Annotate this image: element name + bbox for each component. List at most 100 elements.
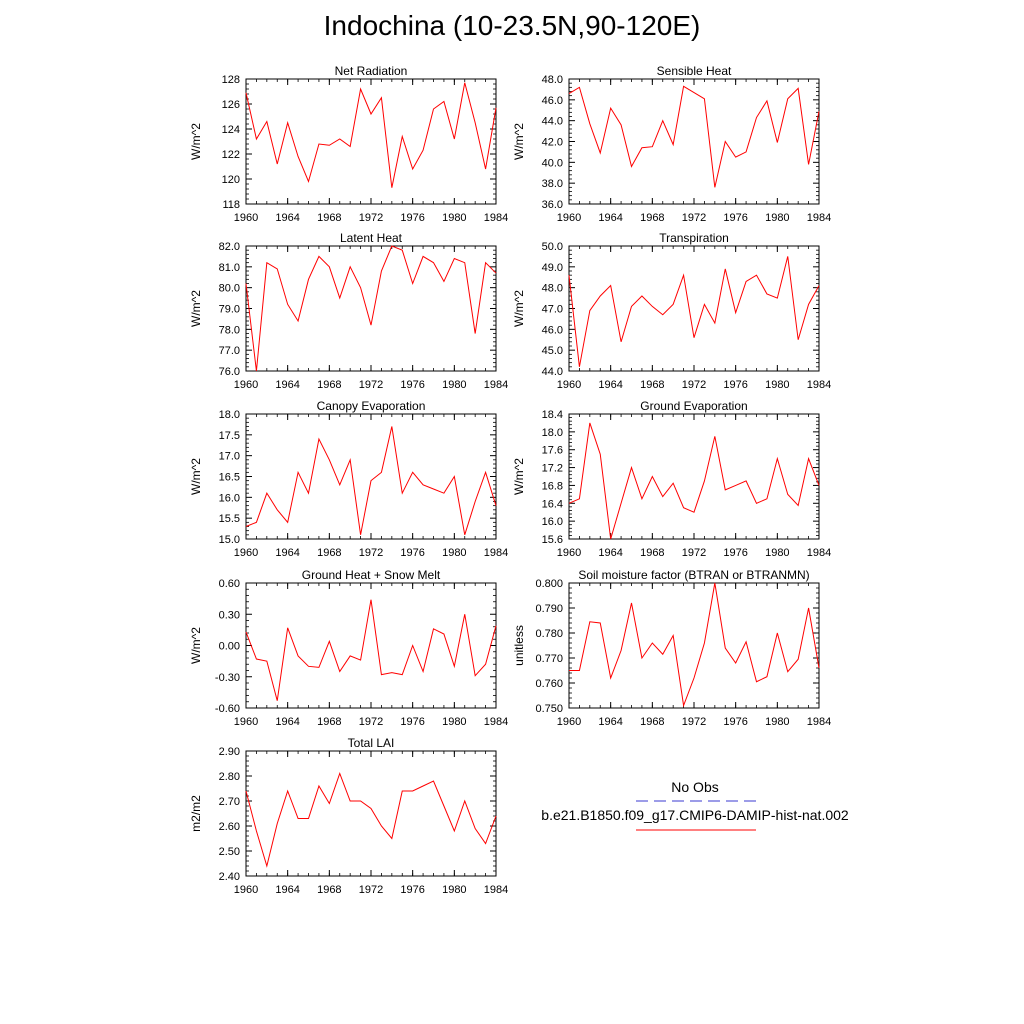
x-tick-label: 1972 — [359, 547, 383, 559]
panel-title: Sensible Heat — [657, 64, 732, 78]
x-tick-label: 1984 — [807, 212, 831, 224]
y-tick-label: 2.70 — [219, 796, 240, 808]
y-tick-label: 15.5 — [219, 513, 240, 525]
x-tick-label: 1968 — [640, 379, 664, 391]
chart-panels: Net Radiation W/m^2 1960 1964 1968 1972 1976 19… — [189, 64, 831, 896]
x-tick-label: 1972 — [682, 212, 706, 224]
x-tick-label: 1968 — [317, 379, 341, 391]
y-tick-label: 76.0 — [219, 366, 240, 378]
y-tick-label: 0.00 — [219, 641, 240, 653]
y-tick-label: 16.8 — [542, 480, 563, 492]
y-axis-label: m2/m2 — [189, 795, 203, 832]
y-tick-label: 0.30 — [219, 609, 240, 621]
x-tick-label: 1972 — [359, 716, 383, 728]
y-tick-label: 120 — [222, 174, 240, 186]
y-tick-label: 47.0 — [542, 304, 563, 316]
x-tick-label: 1984 — [807, 547, 831, 559]
series-line — [569, 582, 820, 708]
x-tick-label: 1984 — [484, 212, 508, 224]
y-tick-label: 2.80 — [219, 771, 240, 783]
y-tick-label: 18.4 — [542, 409, 563, 421]
x-tick-label: 1984 — [484, 547, 508, 559]
x-tick-label: 1984 — [484, 884, 508, 896]
panel-title: Transpiration — [659, 231, 729, 245]
y-tick-label: 79.0 — [219, 304, 240, 316]
x-tick-label: 1984 — [807, 379, 831, 391]
x-tick-label: 1964 — [598, 379, 622, 391]
y-tick-label: 46.0 — [542, 95, 563, 107]
x-tick-label: 1964 — [275, 379, 299, 391]
x-tick-label: 1976 — [400, 547, 424, 559]
y-tick-label: 0.750 — [535, 703, 563, 715]
chart-panel-8: Soil moisture factor (BTRAN or BTRANMN) u… — [512, 568, 831, 728]
x-tick-label: 1964 — [598, 212, 622, 224]
x-tick-label: 1972 — [359, 212, 383, 224]
series-line — [245, 245, 497, 372]
y-tick-label: 44.0 — [542, 366, 563, 378]
chart-panel-1: Net Radiation W/m^2 1960 1964 1968 1972 1976 19… — [189, 64, 508, 224]
y-tick-label: 124 — [222, 124, 240, 136]
y-tick-label: 126 — [222, 99, 240, 111]
y-tick-label: 15.0 — [219, 534, 240, 546]
panel-title: Soil moisture factor (BTRAN or BTRANMN) — [578, 568, 809, 582]
chart-panel-3: Latent Heat W/m^2 1960 1964 1968 1972 1976 1980… — [189, 231, 508, 391]
y-tick-label: 17.2 — [542, 463, 563, 475]
x-tick-label: 1968 — [640, 716, 664, 728]
panel-title: Latent Heat — [340, 231, 403, 245]
y-tick-label: 82.0 — [219, 241, 240, 253]
x-tick-label: 1960 — [234, 547, 258, 559]
chart-panel-7: Ground Heat + Snow Melt W/m^2 1960 1964 1968… — [189, 568, 508, 728]
plot-frame — [245, 245, 497, 372]
y-tick-label: 44.0 — [542, 116, 563, 128]
y-tick-label: 0.780 — [535, 628, 563, 640]
y-tick-label: 16.5 — [219, 472, 240, 484]
panel-title: Ground Evaporation — [640, 399, 747, 413]
series-line — [568, 422, 820, 540]
chart-panel-4: Transpiration W/m^2 1960 1964 1968 1972 1976 19… — [512, 231, 831, 391]
x-tick-label: 1980 — [442, 716, 466, 728]
panel-title: Net Radiation — [335, 64, 408, 78]
series-line — [245, 82, 497, 188]
legend-model-label: b.e21.B1850.f09_g17.CMIP6-DAMIP-hist-nat… — [541, 807, 849, 823]
y-tick-label: 18.0 — [542, 427, 563, 439]
x-tick-label: 1960 — [557, 547, 581, 559]
x-tick-label: 1968 — [640, 212, 664, 224]
x-tick-label: 1972 — [682, 716, 706, 728]
x-tick-label: 1984 — [484, 379, 508, 391]
y-tick-label: 50.0 — [542, 241, 563, 253]
x-tick-label: 1968 — [317, 716, 341, 728]
x-tick-label: 1960 — [234, 884, 258, 896]
chart-panel-2: Sensible Heat W/m^2 1960 1964 1968 1972 1976 19… — [512, 64, 831, 224]
y-tick-label: 2.90 — [219, 746, 240, 758]
y-tick-label: 16.0 — [219, 492, 240, 504]
x-tick-label: 1980 — [442, 212, 466, 224]
y-tick-label: 2.40 — [219, 871, 240, 883]
y-tick-label: 0.760 — [535, 678, 563, 690]
x-tick-label: 1980 — [765, 547, 789, 559]
y-tick-label: -0.60 — [215, 703, 240, 715]
y-tick-label: 36.0 — [542, 199, 563, 211]
x-tick-label: 1980 — [442, 379, 466, 391]
x-tick-label: 1980 — [442, 884, 466, 896]
y-tick-label: -0.30 — [215, 672, 240, 684]
y-axis-label: W/m^2 — [512, 290, 526, 327]
y-tick-label: 77.0 — [219, 345, 240, 357]
y-tick-label: 0.800 — [535, 578, 563, 590]
y-tick-label: 40.0 — [542, 157, 563, 169]
chart-panel-6: Ground Evaporation W/m^2 1960 1964 1968 1972 1… — [512, 399, 831, 559]
y-axis-label: W/m^2 — [512, 123, 526, 160]
x-tick-label: 1976 — [723, 379, 747, 391]
y-tick-label: 49.0 — [542, 262, 563, 274]
x-tick-label: 1964 — [598, 716, 622, 728]
x-tick-label: 1984 — [807, 716, 831, 728]
x-tick-label: 1968 — [317, 212, 341, 224]
plot-frame — [245, 750, 497, 877]
y-axis-label: W/m^2 — [189, 290, 203, 327]
x-tick-label: 1960 — [557, 212, 581, 224]
x-tick-label: 1960 — [557, 379, 581, 391]
series-line — [245, 599, 497, 701]
x-tick-label: 1976 — [723, 716, 747, 728]
y-tick-label: 17.6 — [542, 445, 563, 457]
x-tick-label: 1984 — [484, 716, 508, 728]
